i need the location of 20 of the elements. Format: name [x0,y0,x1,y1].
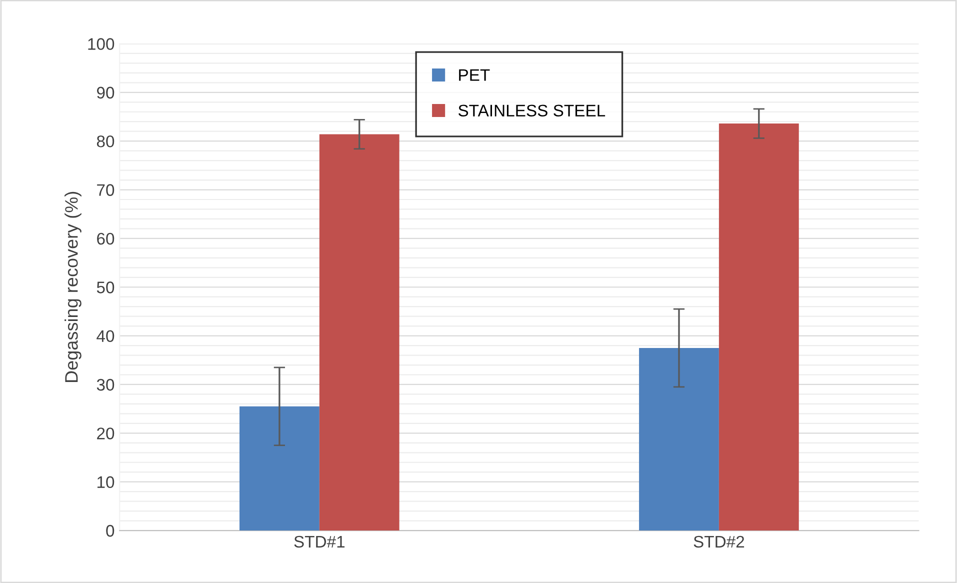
y-tick-label: 80 [96,135,114,148]
y-tick-label: 40 [96,330,114,342]
legend-label: STAINLESS STEEL [458,104,606,117]
y-axis-title: Degassing recovery (%) [64,192,82,382]
y-tick-label: 70 [97,184,114,196]
y-tick-label: 90 [97,86,114,99]
bar [319,134,400,531]
y-tick-label: 100 [88,38,114,50]
bar [239,406,320,531]
legend-label: PET [459,69,490,81]
y-tick-label: 50 [96,282,114,294]
y-tick-label: 0 [106,524,114,537]
y-tick-label: 20 [97,428,114,440]
y-tick-label: 10 [98,476,114,488]
bar [639,348,719,531]
x-tick-label: STD#1 [294,536,345,548]
y-tick-label: 60 [97,232,114,245]
bar [718,124,799,531]
y-tick-label: 30 [96,378,114,391]
x-tick-label: STD#2 [694,536,744,548]
